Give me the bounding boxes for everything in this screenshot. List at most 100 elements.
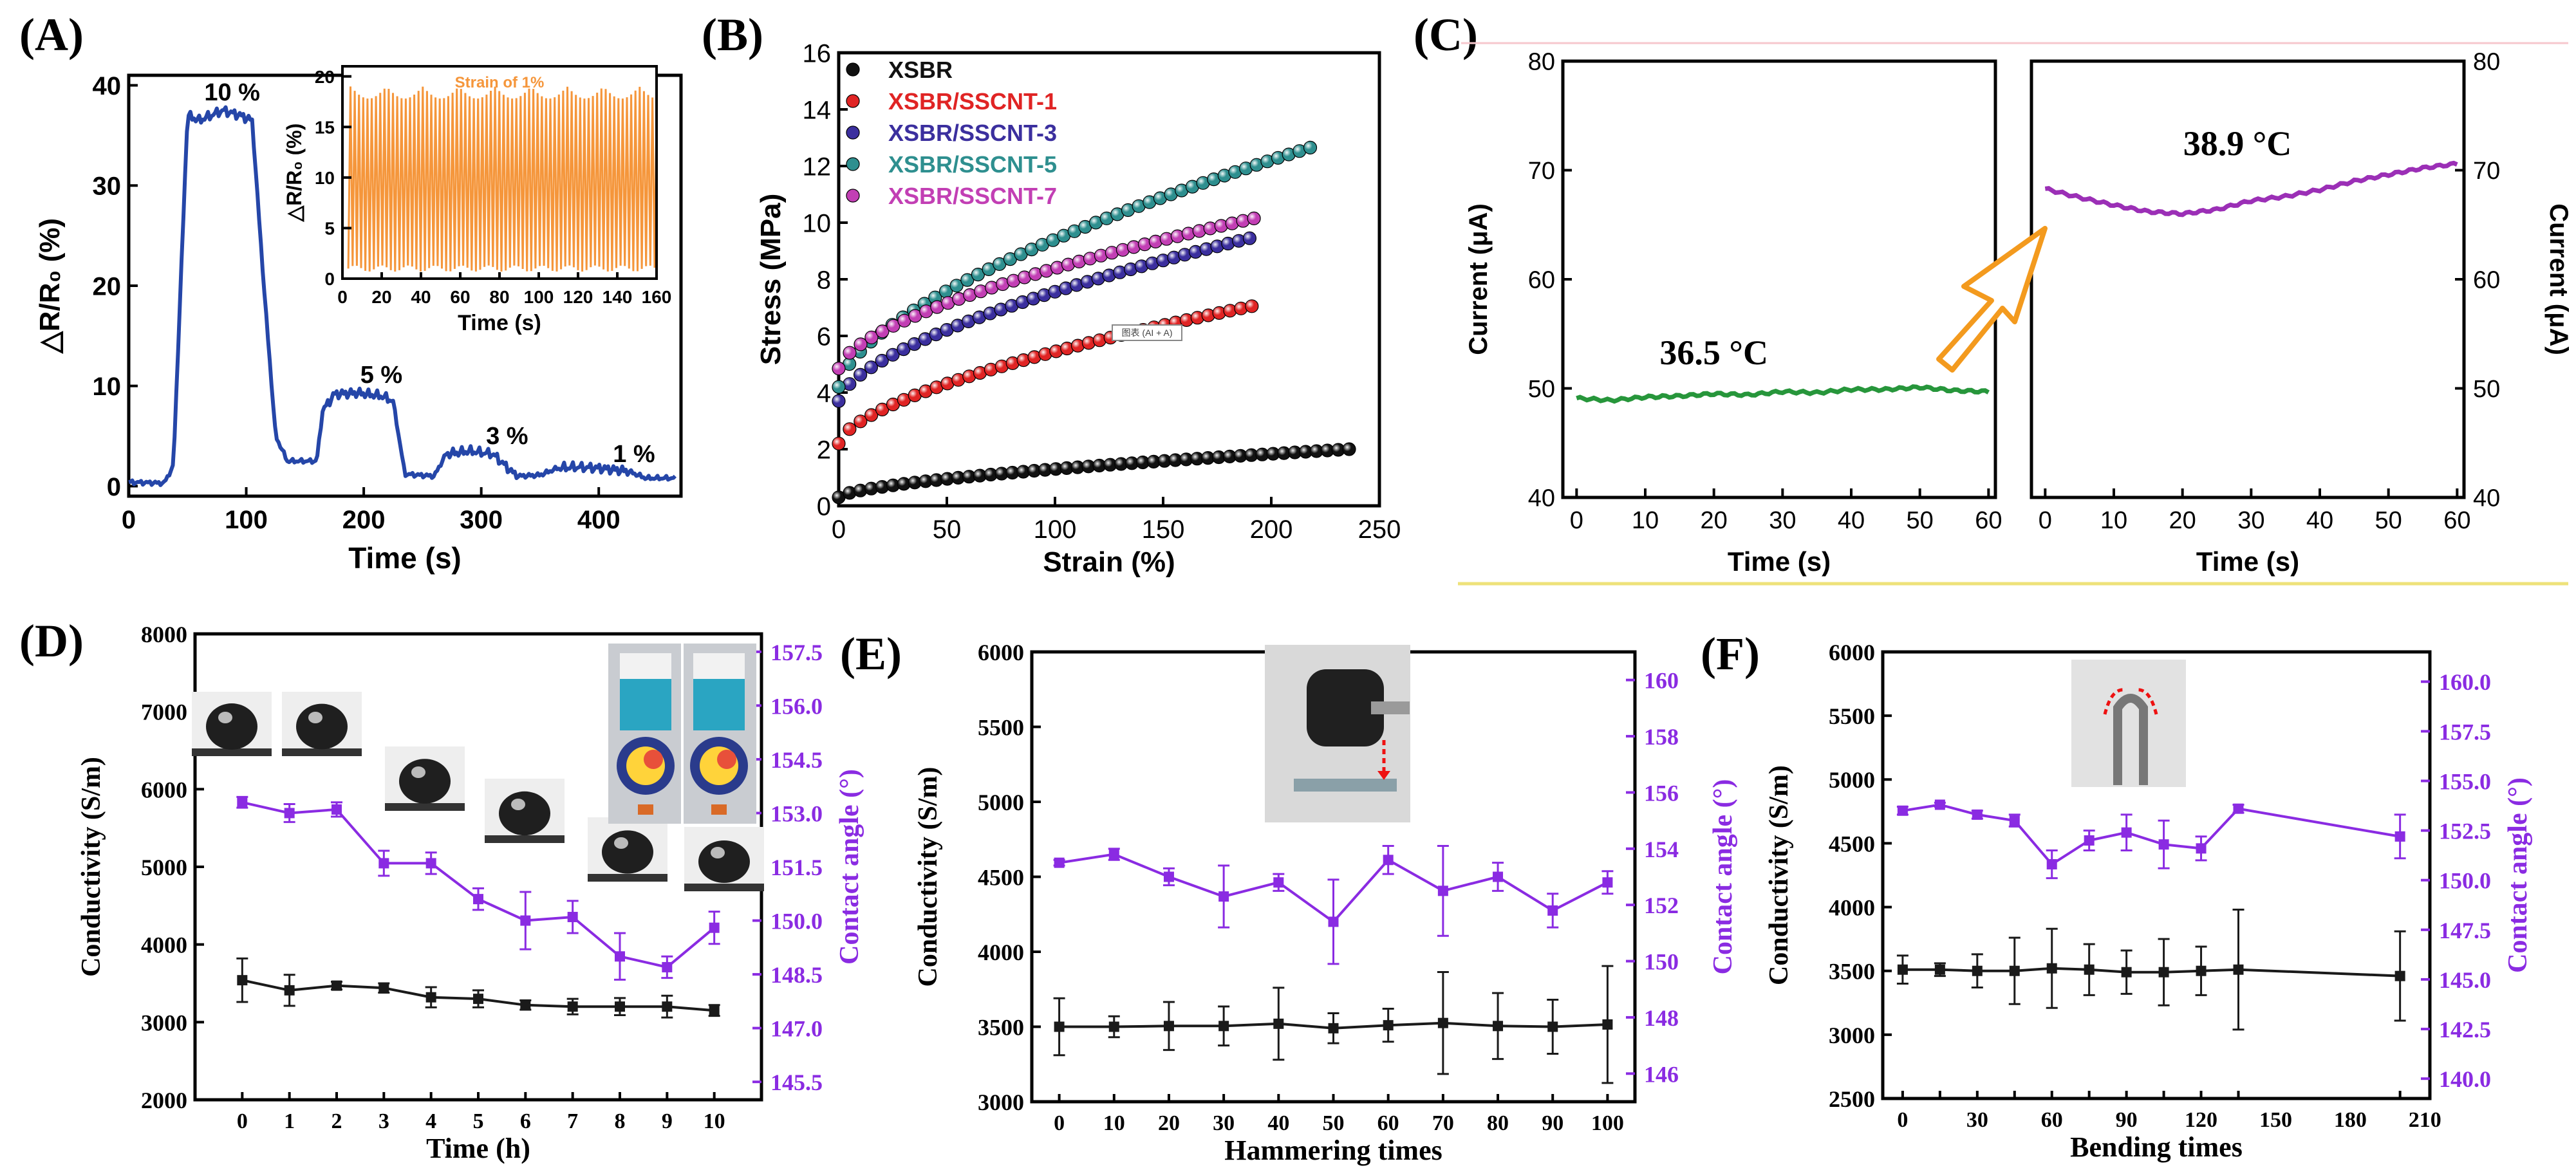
x-tick-label: 10 [1103,1111,1125,1135]
data-point [1493,1021,1504,1032]
y-tick-label: 12 [803,153,832,181]
data-point-highlight [995,360,1009,373]
vial-cap [693,653,745,679]
data-point-highlight [1082,336,1096,349]
x-axis-title: Strain (%) [1043,546,1175,578]
data-point-highlight [1059,282,1072,295]
data-point-highlight [1200,243,1213,256]
data-point-highlight [1245,449,1258,462]
data-point [615,1001,625,1012]
data-point-highlight [854,338,867,351]
data-point-highlight [908,337,921,351]
data-point-highlight [1288,446,1302,459]
data-point-highlight [1082,459,1095,473]
data-point [1437,1017,1448,1028]
legend-label: XSBR/SSCNT-7 [888,183,1057,209]
data-point-highlight [1178,248,1191,261]
x-tick-label: 120 [563,287,593,307]
data-point [1934,799,1945,810]
data-point [378,858,389,869]
data-point-highlight [1007,274,1020,288]
y-tick-label-right: 154 [1644,837,1679,862]
data-point-highlight [1071,461,1085,474]
data-point-highlight [1201,451,1215,465]
data-point-highlight [1160,232,1173,246]
data-point-highlight [1068,225,1081,238]
data-point-highlight [1036,238,1049,252]
y-tick-label: 5000 [978,790,1024,815]
data-point-highlight [1027,464,1041,477]
strain-annotation: 5 % [360,362,402,389]
y-tick-label-right: 145.0 [2439,967,2491,993]
y-tick-label-right: 157.5 [2439,719,2491,745]
data-point-highlight [952,292,966,306]
data-point-highlight [1092,459,1106,472]
x-tick-label: 90 [1542,1111,1563,1135]
data-point-highlight [1105,246,1119,259]
legend-marker [846,157,860,171]
bending-photo [2071,660,2186,787]
data-point [1972,965,1983,976]
y-tick-label: 8000 [141,622,187,647]
y-tick-label: 10 [93,373,122,401]
x-tick-label: 9 [662,1109,673,1133]
data-point-highlight [1092,272,1105,285]
data-point-highlight [1299,445,1312,458]
data-point [1383,855,1394,866]
photo-highlight [614,837,628,849]
strain-annotation: 10 % [204,79,260,106]
y-tick-label: 4500 [978,864,1024,890]
y-tick-label-right: 148 [1644,1005,1679,1031]
y-tick-label-right: 147.5 [2439,918,2491,943]
data-point-highlight [908,476,922,489]
y-axis-title: △R/R₀ (%) [34,218,66,354]
data-point [2009,815,2020,826]
panel-label: (A) [19,9,84,60]
x-tick-label: 160 [642,287,672,307]
data-point-highlight [1094,249,1108,263]
x-tick-label: 10 [2100,507,2127,534]
arrow-head [1377,771,1390,780]
x-tick-label: 150 [2259,1108,2292,1132]
data-point-highlight [832,437,845,450]
data-point [709,922,720,933]
data-point-highlight [1029,267,1042,281]
x-tick-label: 50 [1323,1111,1345,1135]
data-point [1328,1023,1339,1034]
y-tick-label: 20 [315,67,335,87]
data-point-highlight [1245,299,1258,313]
strain-annotation: 1 % [613,441,655,468]
data-point-highlight [854,414,867,428]
data-point-highlight [1175,184,1188,197]
y-tick-label-right: 160 [1644,668,1679,694]
data-point-highlight [875,324,889,338]
data-point-highlight [1132,199,1146,213]
data-point-highlight [1218,169,1231,182]
current-line-2 [2044,160,2458,218]
y-tick-label-right: 80 [2473,49,2500,76]
data-point-highlight [1100,212,1114,225]
data-point-highlight [1167,251,1181,264]
y-tick-label-right: 154.5 [770,747,823,773]
data-point-highlight [941,296,955,310]
y-tick-label: 4000 [1829,895,1875,921]
x-axis-title: Bending times [2070,1131,2243,1163]
vial-liquid [693,679,745,730]
data-point-highlight [864,482,878,496]
data-point-highlight [832,490,845,504]
y-tick-label: 3000 [978,1089,1024,1115]
data-point-highlight [1234,302,1247,315]
data-point-highlight [963,288,976,302]
y-tick-label: 2500 [1829,1086,1875,1112]
y-tick-label-right: 150.0 [770,908,823,934]
data-point-highlight [1049,285,1061,299]
data-point [1602,1019,1613,1030]
data-point-highlight [1049,462,1063,476]
data-point [378,983,389,994]
data-point-highlight [1211,239,1224,253]
series-contact-angle [236,795,720,981]
data-point-highlight [1143,196,1156,209]
x-tick-label: 250 [1358,515,1401,544]
data-point-highlight [1116,243,1130,257]
y-tick-label: 60 [1528,267,1555,294]
